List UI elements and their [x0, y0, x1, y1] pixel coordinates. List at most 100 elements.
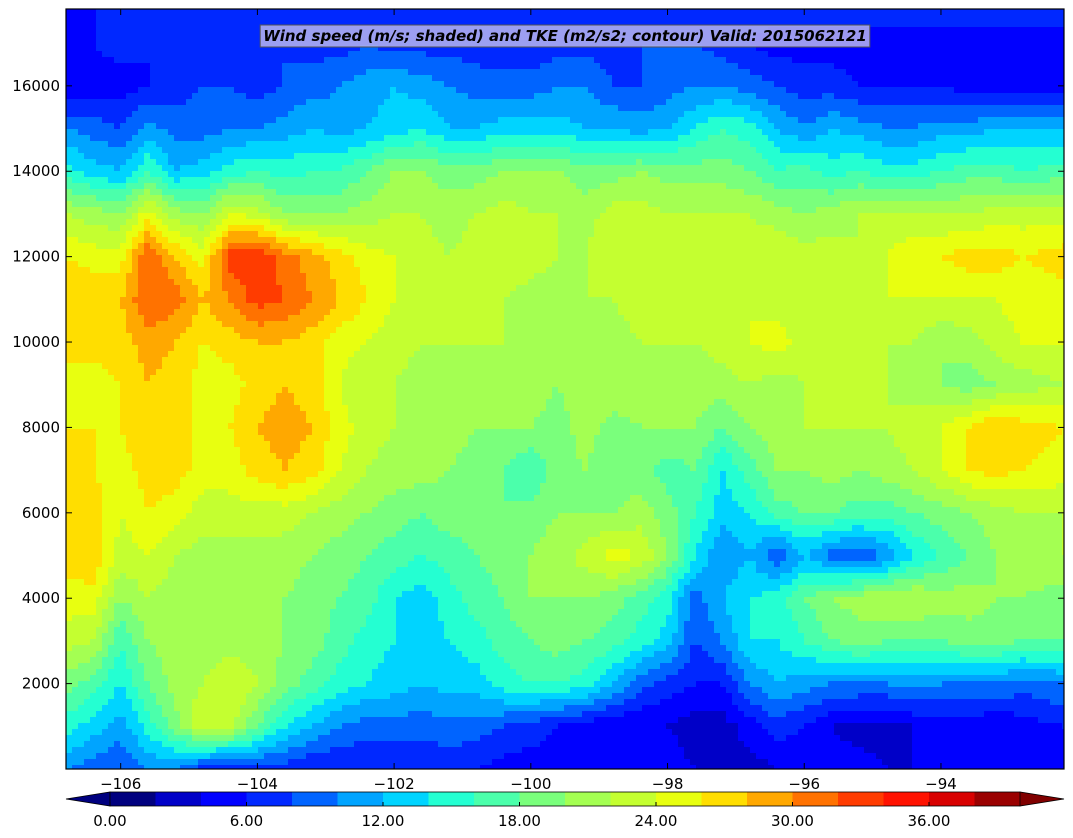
field-cell	[990, 87, 997, 94]
field-cell	[102, 39, 109, 46]
field-cell	[162, 111, 169, 118]
field-cell	[132, 159, 139, 166]
field-cell	[1020, 15, 1027, 22]
field-cell	[684, 135, 691, 142]
field-cell	[870, 39, 877, 46]
field-cell	[348, 75, 355, 82]
field-cell	[384, 177, 391, 184]
field-cell	[582, 159, 589, 166]
field-cell	[690, 99, 697, 106]
field-cell	[108, 27, 115, 34]
field-cell	[84, 45, 91, 52]
field-cell	[930, 99, 937, 106]
field-cell	[114, 63, 121, 70]
field-cell	[126, 159, 133, 166]
field-cell	[354, 75, 361, 82]
field-cell	[384, 9, 391, 16]
field-cell	[456, 21, 463, 28]
field-cell	[798, 81, 805, 88]
field-cell	[780, 171, 787, 178]
field-cell	[876, 81, 883, 88]
field-cell	[588, 9, 595, 16]
field-cell	[954, 33, 961, 40]
field-cell	[306, 153, 313, 160]
field-cell	[378, 69, 385, 76]
field-cell	[174, 27, 181, 34]
field-cell	[462, 93, 469, 100]
field-cell	[324, 129, 331, 136]
field-cell	[684, 99, 691, 106]
field-cell	[1026, 129, 1033, 136]
field-cell	[1014, 75, 1021, 82]
field-cell	[738, 135, 745, 142]
field-cell	[594, 183, 601, 190]
field-cell	[576, 177, 583, 184]
field-cell	[378, 141, 385, 148]
field-cell	[162, 183, 169, 190]
field-cell	[642, 177, 649, 184]
field-cell	[588, 123, 595, 130]
field-cell	[312, 183, 319, 190]
field-cell	[642, 93, 649, 100]
field-cell	[330, 57, 337, 64]
field-cell	[510, 69, 517, 76]
field-cell	[978, 87, 985, 94]
field-cell	[306, 183, 313, 190]
field-cell	[306, 123, 313, 130]
field-cell	[636, 81, 643, 88]
field-cell	[258, 123, 265, 130]
field-cell	[324, 183, 331, 190]
field-cell	[1008, 51, 1015, 58]
field-cell	[582, 171, 589, 178]
field-cell	[1062, 57, 1064, 64]
field-cell	[828, 99, 835, 106]
field-cell	[402, 117, 409, 124]
field-cell	[438, 63, 445, 70]
field-cell	[1056, 81, 1063, 88]
field-cell	[936, 57, 943, 64]
field-cell	[204, 27, 211, 34]
field-cell	[348, 111, 355, 118]
field-cell	[306, 21, 313, 28]
field-cell	[300, 81, 307, 88]
field-cell	[606, 45, 613, 52]
field-cell	[264, 135, 271, 142]
field-cell	[240, 99, 247, 106]
field-cell	[966, 111, 973, 118]
field-cell	[588, 93, 595, 100]
field-cell	[330, 117, 337, 124]
field-cell	[1044, 159, 1051, 166]
field-cell	[930, 117, 937, 124]
field-cell	[330, 45, 337, 52]
field-cell	[258, 9, 265, 16]
field-cell	[540, 165, 547, 172]
field-cell	[864, 171, 871, 178]
field-cell	[342, 165, 349, 172]
field-cell	[498, 117, 505, 124]
field-cell	[882, 69, 889, 76]
field-cell	[264, 81, 271, 88]
field-cell	[324, 141, 331, 148]
field-cell	[384, 159, 391, 166]
field-cell	[804, 105, 811, 112]
field-cell	[570, 93, 577, 100]
field-cell	[168, 99, 175, 106]
field-cell	[72, 57, 79, 64]
field-cell	[114, 87, 121, 94]
field-cell	[618, 177, 625, 184]
field-cell	[474, 99, 481, 106]
field-cell	[990, 69, 997, 76]
field-cell	[198, 81, 205, 88]
field-cell	[792, 165, 799, 172]
field-cell	[186, 39, 193, 46]
field-cell	[750, 15, 757, 22]
field-cell	[1008, 141, 1015, 148]
field-cell	[732, 159, 739, 166]
field-cell	[66, 9, 73, 16]
field-cell	[396, 117, 403, 124]
field-cell	[786, 171, 793, 178]
field-cell	[1050, 69, 1057, 76]
field-cell	[318, 141, 325, 148]
field-cell	[204, 111, 211, 118]
field-cell	[984, 147, 991, 154]
